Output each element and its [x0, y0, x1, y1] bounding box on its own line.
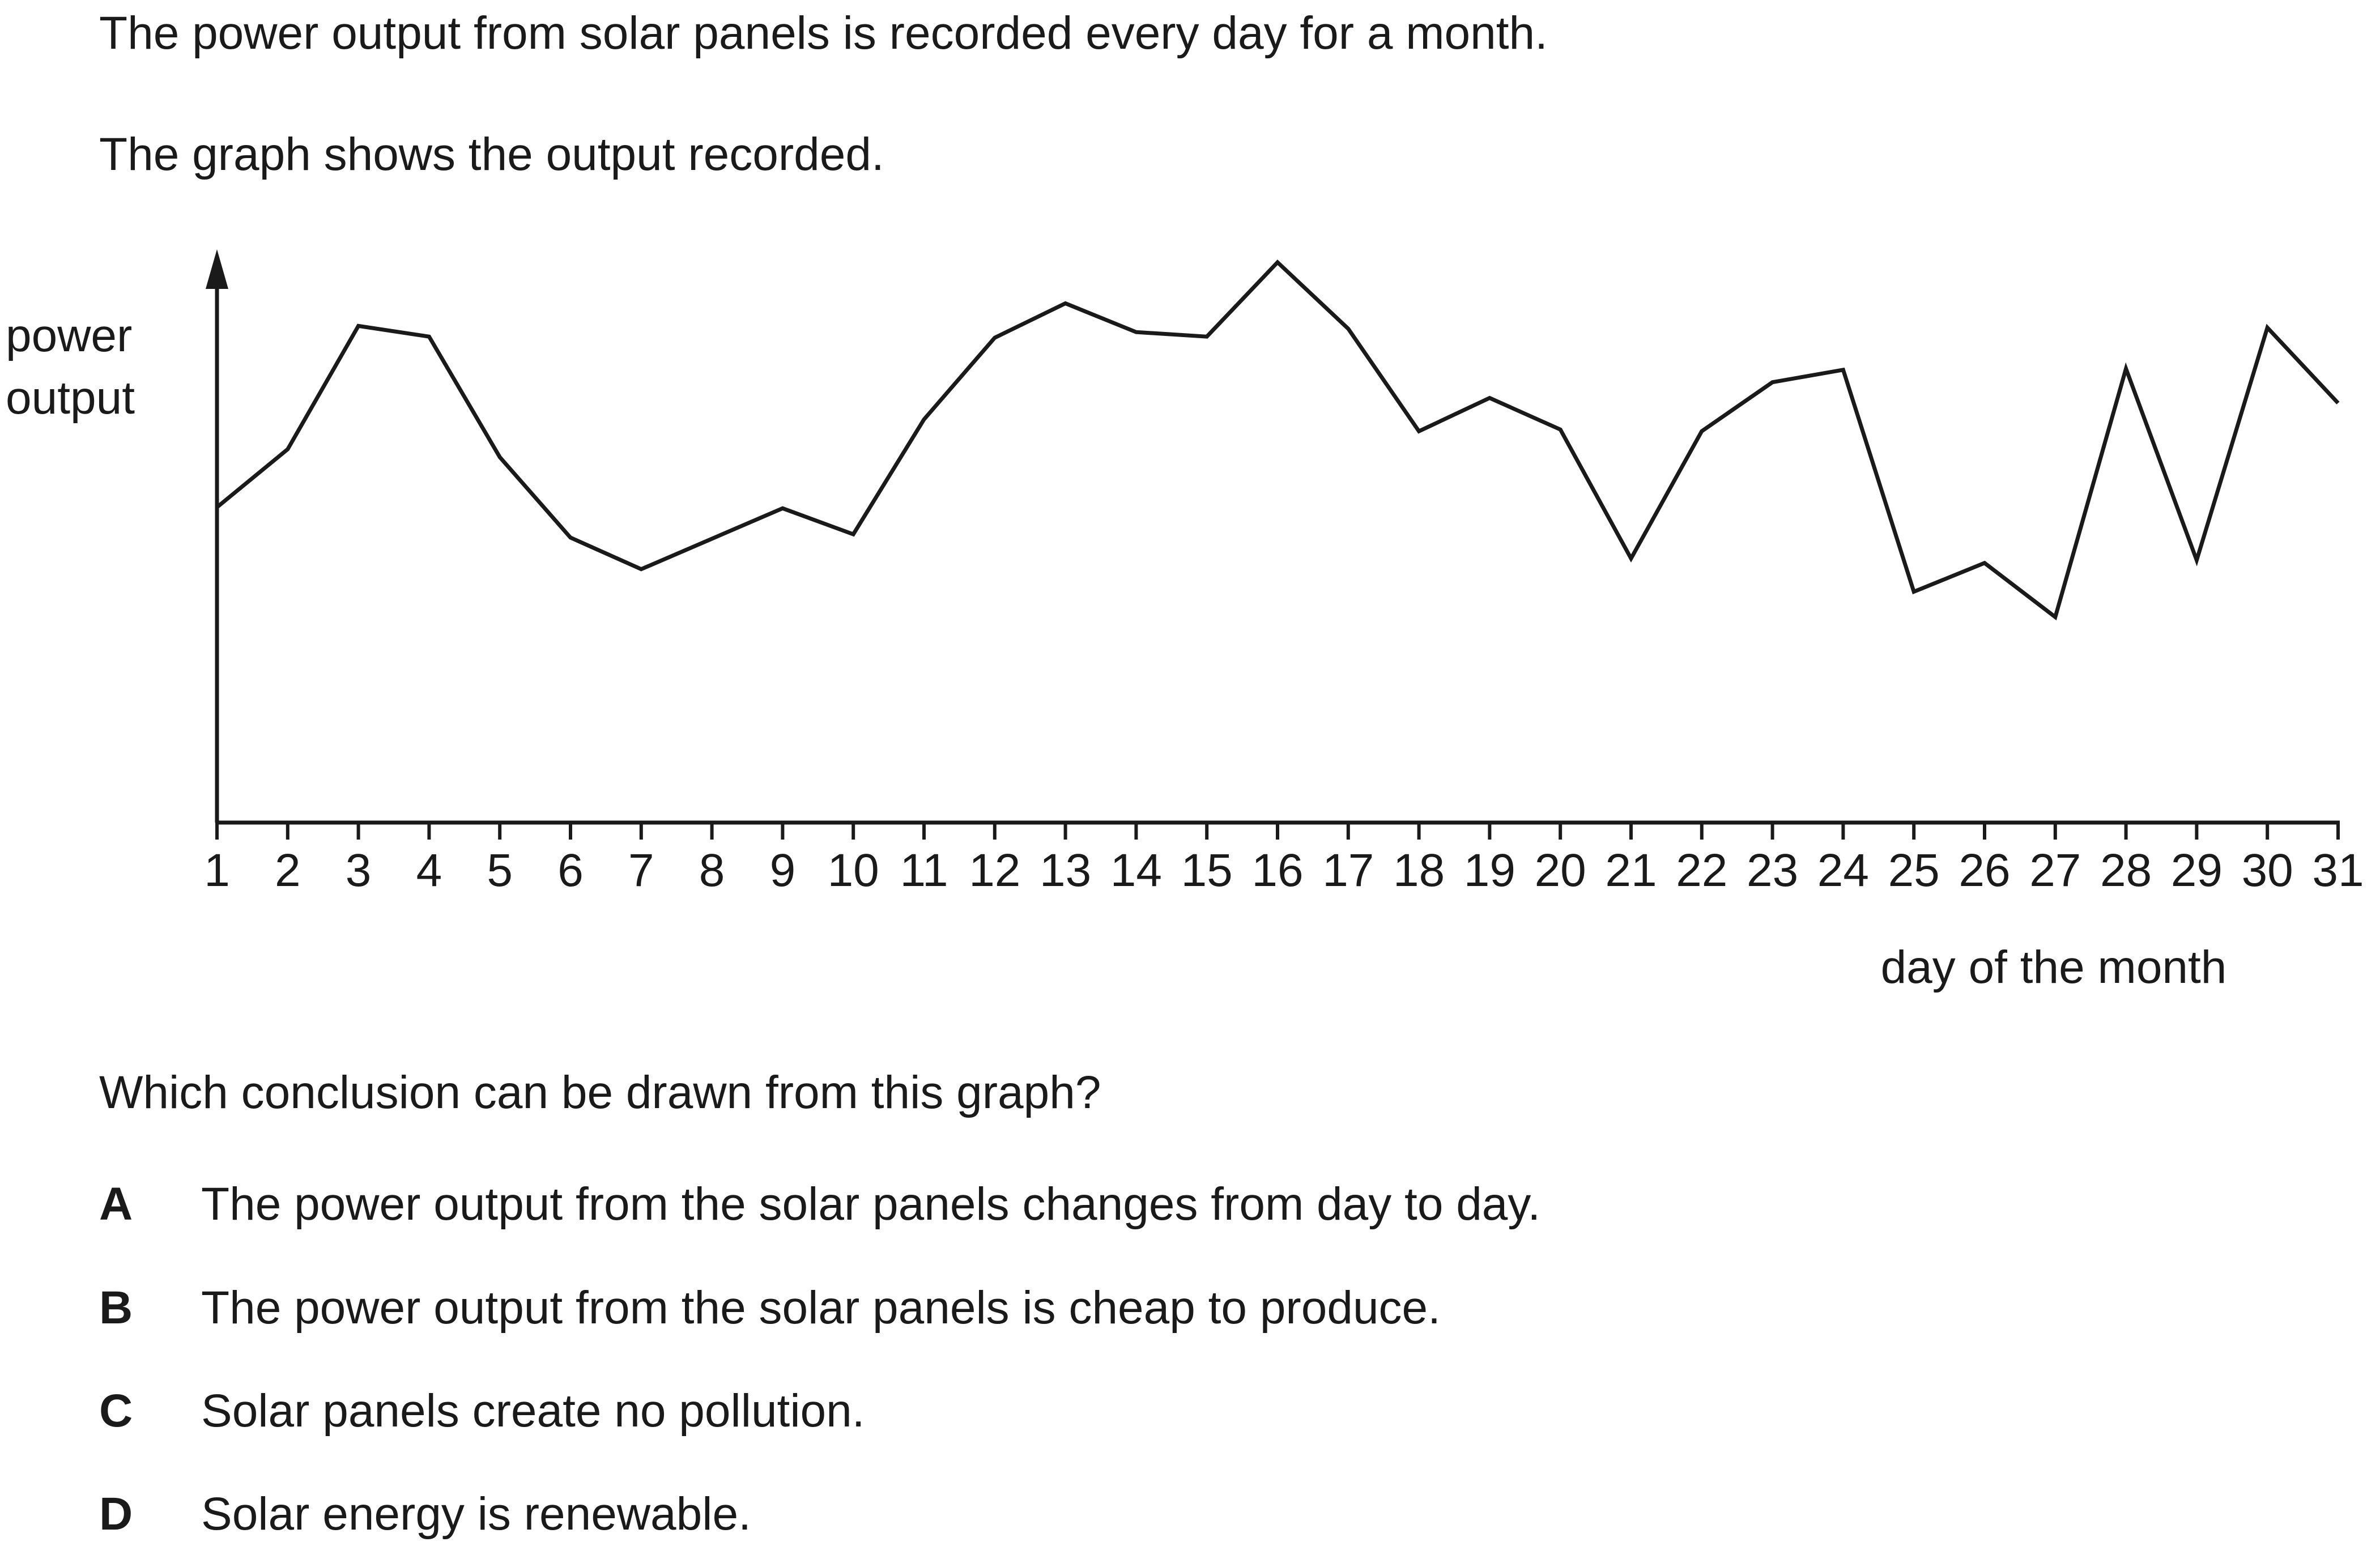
data-point — [1417, 429, 1421, 433]
data-point — [993, 335, 997, 340]
data-point — [639, 567, 644, 572]
x-tick-label: 23 — [1747, 845, 1798, 896]
data-point — [710, 536, 714, 541]
data-point — [1629, 556, 1633, 561]
x-tick-label: 21 — [1605, 845, 1657, 896]
data-point — [780, 506, 785, 510]
data-point — [1700, 429, 1704, 433]
x-tick-label: 17 — [1322, 845, 1374, 896]
x-tick-label: 4 — [416, 845, 442, 896]
x-tick-label: 20 — [1535, 845, 1586, 896]
chart-axes — [206, 249, 2340, 823]
data-point — [286, 447, 290, 452]
data-point — [1558, 427, 1562, 432]
x-tick-label: 9 — [770, 845, 796, 896]
option-a-letter: A — [99, 1181, 133, 1228]
x-tick-label: 14 — [1110, 845, 1162, 896]
data-point — [2194, 558, 2199, 563]
option-b-text: The power output from the solar panels i… — [201, 1285, 1441, 1331]
x-tick-label: 2 — [275, 845, 301, 896]
option-d-text: Solar energy is renewable. — [201, 1491, 751, 1538]
x-tick-label: 5 — [487, 845, 513, 896]
x-tick-label: 13 — [1040, 845, 1091, 896]
power-output-line-chart: power output 1 2 3 4 5 6 7 8 9 10 11 12 13 14 15 16 17 18… — [0, 0, 2380, 1008]
x-tick-label: 3 — [346, 845, 372, 896]
x-tick-label: 12 — [969, 845, 1020, 896]
y-axis-label-line-1: power — [6, 310, 132, 361]
y-axis-label-line-2: output — [6, 372, 135, 424]
question-text: Which conclusion can be drawn from this … — [99, 1070, 1101, 1116]
option-c-letter: C — [99, 1388, 133, 1434]
data-point — [1275, 260, 1280, 265]
x-tick-label: 16 — [1251, 845, 1303, 896]
data-point — [1134, 330, 1138, 334]
x-tick-label: 8 — [699, 845, 725, 896]
data-point — [2336, 401, 2340, 406]
data-point — [2053, 615, 2058, 619]
x-tick-label: 31 — [2312, 845, 2364, 896]
x-tick-label: 1 — [204, 845, 230, 896]
y-axis-label: power output — [6, 310, 135, 424]
x-axis-ticks — [217, 823, 2338, 840]
x-tick-label: 11 — [900, 845, 948, 896]
option-b-letter: B — [99, 1285, 133, 1331]
data-point — [1063, 301, 1068, 306]
x-tick-label: 30 — [2242, 845, 2293, 896]
data-point — [2124, 367, 2128, 371]
x-tick-label: 25 — [1888, 845, 1940, 896]
x-tick-label: 24 — [1817, 845, 1869, 896]
x-axis-label: day of the month — [1881, 942, 2227, 993]
x-tick-label: 15 — [1181, 845, 1233, 896]
data-point — [2265, 325, 2270, 330]
chart-series — [215, 260, 2340, 619]
data-point — [568, 535, 573, 540]
x-tick-label: 29 — [2171, 845, 2223, 896]
data-point — [922, 417, 926, 421]
x-tick-label: 27 — [2029, 845, 2081, 896]
x-tick-label: 19 — [1464, 845, 1515, 896]
data-point — [1770, 380, 1775, 385]
x-tick-label: 10 — [828, 845, 879, 896]
option-a-text: The power output from the solar panels c… — [201, 1181, 1540, 1228]
y-axis-arrowhead — [206, 249, 228, 289]
x-tick-label: 6 — [557, 845, 584, 896]
data-point — [851, 532, 855, 536]
option-d-letter: D — [99, 1491, 133, 1538]
x-tick-label: 28 — [2100, 845, 2152, 896]
data-point — [1911, 590, 1916, 594]
data-point — [356, 323, 361, 328]
data-point — [1841, 368, 1845, 372]
x-tick-label: 18 — [1393, 845, 1445, 896]
data-point — [1487, 396, 1492, 401]
option-c-text: Solar panels create no pollution. — [201, 1388, 865, 1434]
power-output-series-line — [217, 262, 2338, 617]
x-tick-label: 22 — [1676, 845, 1727, 896]
data-point — [1982, 561, 1987, 565]
data-point — [497, 455, 502, 459]
x-tick-label: 7 — [628, 845, 654, 896]
data-point — [1204, 334, 1209, 339]
data-point — [215, 505, 219, 509]
data-point — [1346, 326, 1351, 331]
x-axis-tick-labels: 1 2 3 4 5 6 7 8 9 10 11 12 13 14 15 16 17 18 19 20 21 22 23 24 2… — [204, 845, 2364, 896]
data-point — [427, 334, 431, 339]
x-tick-label: 26 — [1959, 845, 2010, 896]
